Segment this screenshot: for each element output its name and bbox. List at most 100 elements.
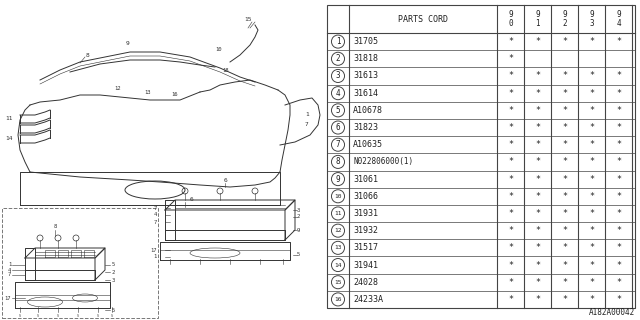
Text: 10: 10: [334, 194, 342, 199]
Text: *: *: [616, 157, 621, 166]
Text: 4: 4: [154, 212, 157, 218]
Text: *: *: [589, 209, 594, 218]
Text: 9: 9: [336, 175, 340, 184]
Text: 5: 5: [336, 106, 340, 115]
Text: 9
4: 9 4: [616, 10, 621, 28]
Text: 5: 5: [112, 308, 115, 313]
Text: *: *: [562, 37, 567, 46]
Text: *: *: [616, 209, 621, 218]
Text: 11: 11: [6, 116, 13, 122]
Text: 8: 8: [336, 157, 340, 166]
Text: 7: 7: [305, 123, 308, 127]
Bar: [327, 5, 635, 308]
Text: *: *: [616, 123, 621, 132]
Text: 31932: 31932: [353, 226, 378, 235]
Text: *: *: [562, 106, 567, 115]
Text: *: *: [589, 140, 594, 149]
Text: 5: 5: [297, 252, 300, 258]
Text: 10: 10: [215, 47, 221, 52]
Text: *: *: [535, 140, 540, 149]
Text: 3: 3: [336, 71, 340, 80]
Text: 31941: 31941: [353, 260, 378, 269]
Text: *: *: [562, 226, 567, 235]
Text: 8: 8: [85, 53, 89, 58]
Text: PARTS CORD: PARTS CORD: [398, 14, 448, 23]
Text: 31818: 31818: [353, 54, 378, 63]
Text: 8: 8: [53, 224, 56, 229]
Text: 31517: 31517: [353, 243, 378, 252]
Text: *: *: [508, 123, 513, 132]
Text: *: *: [589, 123, 594, 132]
Text: *: *: [616, 140, 621, 149]
Text: *: *: [616, 260, 621, 269]
Text: 3: 3: [112, 277, 115, 283]
Text: 9
0: 9 0: [508, 10, 513, 28]
Text: 2: 2: [297, 214, 300, 220]
Text: *: *: [589, 295, 594, 304]
Text: *: *: [562, 175, 567, 184]
Text: S: S: [57, 314, 59, 318]
Text: *: *: [562, 192, 567, 201]
Text: *: *: [589, 157, 594, 166]
Text: *: *: [589, 37, 594, 46]
Text: 31066: 31066: [353, 192, 378, 201]
Text: *: *: [535, 37, 540, 46]
Text: *: *: [589, 278, 594, 287]
Text: *: *: [535, 71, 540, 80]
Text: 1: 1: [154, 254, 157, 260]
Text: *: *: [508, 209, 513, 218]
Text: 6: 6: [223, 178, 227, 183]
Text: 16: 16: [334, 297, 342, 302]
Text: 5: 5: [112, 262, 115, 268]
Text: *: *: [589, 71, 594, 80]
Text: *: *: [535, 123, 540, 132]
Text: *: *: [562, 260, 567, 269]
Text: *: *: [508, 243, 513, 252]
Text: *: *: [535, 175, 540, 184]
Text: *: *: [589, 106, 594, 115]
Text: 2: 2: [336, 54, 340, 63]
Text: 9: 9: [297, 228, 300, 233]
Text: 24233A: 24233A: [353, 295, 383, 304]
Text: 7: 7: [8, 273, 12, 277]
Text: 1: 1: [336, 37, 340, 46]
Text: 15: 15: [334, 280, 342, 285]
Text: *: *: [616, 71, 621, 80]
Text: *: *: [508, 106, 513, 115]
Text: *: *: [508, 175, 513, 184]
Text: *: *: [589, 192, 594, 201]
Text: 2: 2: [112, 269, 115, 275]
Text: 15: 15: [244, 17, 252, 22]
Text: *: *: [562, 157, 567, 166]
Text: *: *: [562, 278, 567, 287]
Text: *: *: [616, 89, 621, 98]
Text: *: *: [616, 295, 621, 304]
Text: 1: 1: [8, 262, 12, 268]
Text: *: *: [535, 278, 540, 287]
Text: 9
1: 9 1: [535, 10, 540, 28]
Text: 11: 11: [334, 211, 342, 216]
Text: 31061: 31061: [353, 175, 378, 184]
Text: *: *: [535, 192, 540, 201]
Text: 13: 13: [334, 245, 342, 250]
Text: 18: 18: [222, 68, 228, 73]
Text: S: S: [111, 314, 113, 318]
Text: *: *: [589, 260, 594, 269]
Text: A10635: A10635: [353, 140, 383, 149]
Text: *: *: [562, 89, 567, 98]
Text: 17: 17: [4, 295, 10, 300]
Text: *: *: [508, 260, 513, 269]
Text: *: *: [589, 226, 594, 235]
Text: *: *: [508, 226, 513, 235]
Text: 6: 6: [336, 123, 340, 132]
Text: S: S: [37, 314, 39, 318]
Text: *: *: [562, 123, 567, 132]
Text: 14: 14: [6, 137, 13, 141]
Text: N022806000(1): N022806000(1): [353, 157, 413, 166]
Text: S: S: [19, 314, 21, 318]
Text: 14: 14: [334, 262, 342, 268]
Text: *: *: [508, 71, 513, 80]
Text: *: *: [535, 295, 540, 304]
Text: 31931: 31931: [353, 209, 378, 218]
Text: *: *: [562, 140, 567, 149]
